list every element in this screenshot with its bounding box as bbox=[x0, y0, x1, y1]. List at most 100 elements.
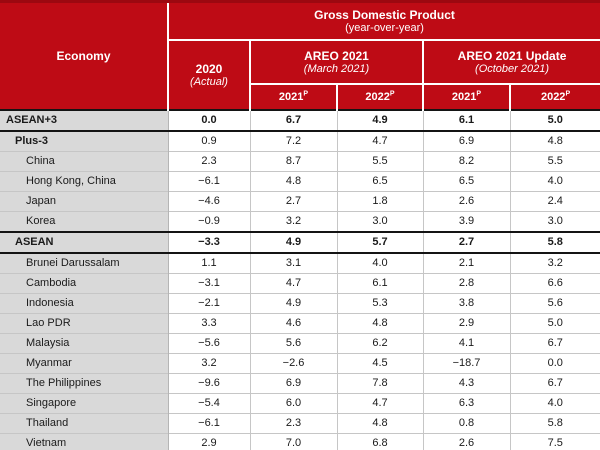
value-cell: 5.3 bbox=[336, 293, 423, 314]
economy-cell: China bbox=[0, 151, 169, 172]
value-cell: 2.3 bbox=[249, 413, 337, 434]
value-cell: 4.9 bbox=[336, 109, 423, 132]
value-cell: 7.0 bbox=[249, 433, 337, 450]
value-cell: 6.1 bbox=[336, 273, 423, 294]
col-2020-header-cell: 2020 (Actual) bbox=[167, 40, 250, 110]
value-cell: 6.3 bbox=[422, 393, 510, 414]
areo-update-title: AREO 2021 Update bbox=[457, 48, 567, 63]
year-header-update-2022: 2022P bbox=[508, 84, 600, 110]
economy-cell: ASEAN+3 bbox=[0, 109, 169, 132]
value-cell: 0.0 bbox=[167, 109, 250, 132]
economy-cell: Vietnam bbox=[0, 433, 169, 450]
value-cell: −3.3 bbox=[167, 231, 250, 254]
table-row: China 2.3 8.7 5.5 8.2 5.5 bbox=[0, 151, 600, 172]
economy-header-label: Economy bbox=[56, 49, 111, 63]
value-cell: 4.0 bbox=[509, 393, 600, 414]
value-cell: −2.6 bbox=[249, 353, 337, 374]
value-cell: 6.2 bbox=[336, 333, 423, 354]
value-cell: 3.9 bbox=[422, 211, 510, 232]
value-cell: 5.5 bbox=[509, 151, 600, 172]
economy-cell: Thailand bbox=[0, 413, 169, 434]
economy-cell: Plus-3 bbox=[0, 130, 169, 152]
col-2020-subtitle: (Actual) bbox=[190, 75, 228, 88]
value-cell: 6.5 bbox=[336, 171, 423, 192]
year-label: 2021 bbox=[278, 91, 304, 103]
table-row: Myanmar 3.2 −2.6 4.5 −18.7 0.0 bbox=[0, 353, 600, 374]
projection-superscript: P bbox=[565, 90, 571, 98]
value-cell: 8.7 bbox=[249, 151, 337, 172]
economy-cell: Myanmar bbox=[0, 353, 169, 374]
value-cell: 4.0 bbox=[509, 171, 600, 192]
value-cell: 5.6 bbox=[249, 333, 337, 354]
table-top-border bbox=[0, 0, 600, 3]
projection-superscript: P bbox=[476, 90, 482, 98]
economy-cell: Lao PDR bbox=[0, 313, 169, 334]
value-cell: 2.9 bbox=[422, 313, 510, 334]
table-row: Thailand −6.1 2.3 4.8 0.8 5.8 bbox=[0, 413, 600, 434]
value-cell: 6.9 bbox=[249, 373, 337, 394]
value-cell: −5.6 bbox=[167, 333, 250, 354]
value-cell: 6.7 bbox=[249, 109, 337, 132]
year-header-update-2021: 2021P bbox=[422, 84, 510, 110]
table-row: Indonesia −2.1 4.9 5.3 3.8 5.6 bbox=[0, 293, 600, 314]
table-row: Lao PDR 3.3 4.6 4.8 2.9 5.0 bbox=[0, 313, 600, 334]
value-cell: 4.5 bbox=[336, 353, 423, 374]
value-cell: −2.1 bbox=[167, 293, 250, 314]
value-cell: 4.8 bbox=[249, 171, 337, 192]
table-row: Japan −4.6 2.7 1.8 2.6 2.4 bbox=[0, 191, 600, 212]
year-header-areo-2022: 2022P bbox=[336, 84, 423, 110]
value-cell: 3.1 bbox=[249, 252, 337, 274]
value-cell: −9.6 bbox=[167, 373, 250, 394]
table-row: Cambodia −3.1 4.7 6.1 2.8 6.6 bbox=[0, 273, 600, 294]
economy-cell: Singapore bbox=[0, 393, 169, 414]
value-cell: −6.1 bbox=[167, 413, 250, 434]
value-cell: 2.1 bbox=[422, 252, 510, 274]
value-cell: 4.6 bbox=[249, 313, 337, 334]
value-cell: 3.2 bbox=[509, 252, 600, 274]
value-cell: 4.7 bbox=[249, 273, 337, 294]
economy-cell: Hong Kong, China bbox=[0, 171, 169, 192]
value-cell: −5.4 bbox=[167, 393, 250, 414]
value-cell: 2.6 bbox=[422, 433, 510, 450]
value-cell: 5.6 bbox=[509, 293, 600, 314]
value-cell: 5.8 bbox=[509, 413, 600, 434]
table-row: Korea −0.9 3.2 3.0 3.9 3.0 bbox=[0, 211, 600, 232]
value-cell: 2.7 bbox=[249, 191, 337, 212]
value-cell: 6.0 bbox=[249, 393, 337, 414]
value-cell: 5.0 bbox=[509, 109, 600, 132]
gdp-forecast-table: Economy Gross Domestic Product (year-ove… bbox=[0, 3, 600, 450]
table-body: ASEAN+3 0.0 6.7 4.9 6.1 5.0 Plus-3 0.9 7.2 4.7 6.9… bbox=[0, 109, 600, 450]
value-cell: 4.7 bbox=[336, 393, 423, 414]
gdp-title: Gross Domestic Product bbox=[314, 7, 455, 22]
economy-cell: Brunei Darussalam bbox=[0, 252, 169, 274]
value-cell: 2.8 bbox=[422, 273, 510, 294]
table-row: Malaysia −5.6 5.6 6.2 4.1 6.7 bbox=[0, 333, 600, 354]
economy-cell: Malaysia bbox=[0, 333, 169, 354]
value-cell: 4.0 bbox=[336, 252, 423, 274]
value-cell: 7.2 bbox=[249, 130, 337, 152]
value-cell: 5.7 bbox=[336, 231, 423, 254]
value-cell: 3.2 bbox=[249, 211, 337, 232]
value-cell: 0.0 bbox=[509, 353, 600, 374]
value-cell: −18.7 bbox=[422, 353, 510, 374]
value-cell: 4.7 bbox=[336, 130, 423, 152]
areo-update-header-cell: AREO 2021 Update (October 2021) bbox=[421, 40, 600, 85]
year-label: 2022 bbox=[365, 91, 390, 103]
value-cell: 5.8 bbox=[509, 231, 600, 254]
value-cell: 4.8 bbox=[336, 313, 423, 334]
value-cell: 2.4 bbox=[509, 191, 600, 212]
value-cell: 4.3 bbox=[422, 373, 510, 394]
value-cell: 7.8 bbox=[336, 373, 423, 394]
col-2020-title: 2020 bbox=[195, 61, 223, 76]
value-cell: 0.9 bbox=[167, 130, 250, 152]
value-cell: 8.2 bbox=[422, 151, 510, 172]
value-cell: 4.9 bbox=[249, 293, 337, 314]
value-cell: 2.9 bbox=[167, 433, 250, 450]
areo-update-subtitle: (October 2021) bbox=[475, 62, 550, 75]
value-cell: 6.9 bbox=[422, 130, 510, 152]
projection-superscript: P bbox=[389, 90, 395, 98]
value-cell: 2.3 bbox=[167, 151, 250, 172]
value-cell: −6.1 bbox=[167, 171, 250, 192]
table-row: Brunei Darussalam 1.1 3.1 4.0 2.1 3.2 bbox=[0, 252, 600, 274]
table-row: Plus-3 0.9 7.2 4.7 6.9 4.8 bbox=[0, 130, 600, 152]
